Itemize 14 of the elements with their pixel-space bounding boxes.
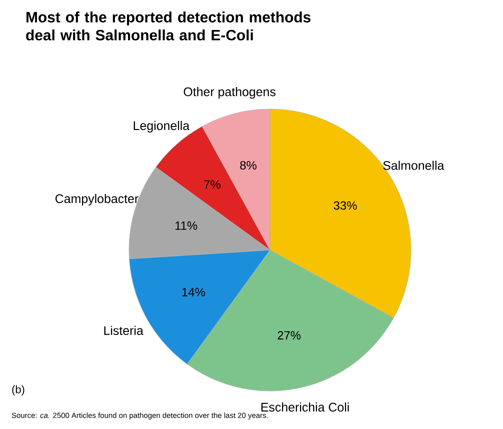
- data-label: 11%: [175, 221, 198, 230]
- data-label: 7%: [204, 180, 220, 189]
- slice-label: Salmonella: [383, 160, 444, 170]
- slice-label: Listeria: [104, 326, 144, 336]
- slice-label: Escherichia Coli: [261, 402, 349, 412]
- data-label: 27%: [278, 331, 301, 340]
- data-label: 33%: [334, 201, 357, 210]
- text: (b): [12, 385, 24, 396]
- slice-label: Other pathogens: [184, 87, 276, 99]
- slice-label: Legionella: [134, 120, 190, 133]
- data-label: 14%: [182, 288, 205, 296]
- chart-title: Most of the reported detection methods deal with Salmonella and E-Coli: [26, 12, 310, 40]
- data-label: 8%: [240, 161, 256, 170]
- slice-label: Campylobacter: [55, 194, 138, 206]
